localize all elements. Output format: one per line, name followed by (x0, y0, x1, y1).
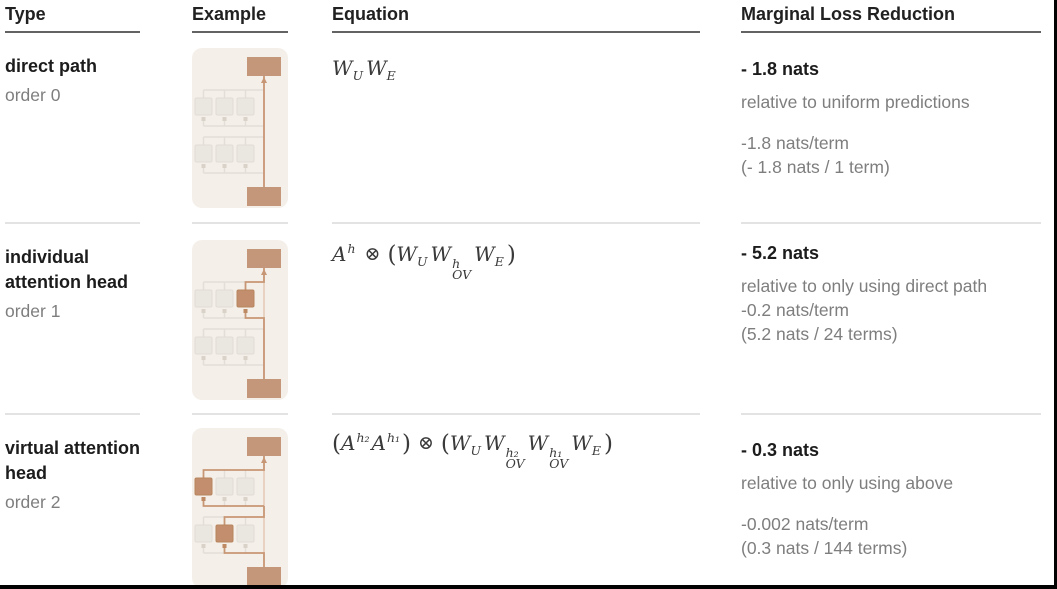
type-order: order 2 (5, 492, 61, 512)
loss-per-term: -0.002 nats/term (741, 514, 869, 534)
loss-relative: relative to only using direct path (741, 276, 988, 296)
loss-per-term: -1.8 nats/term (741, 133, 849, 153)
loss-headline: - 0.3 nats (741, 440, 820, 460)
column-header-equation: Equation (332, 3, 700, 33)
type-order: order 0 (5, 85, 61, 105)
loss-per-term: -0.2 nats/term (741, 300, 849, 320)
individual-attention-head-diagram (192, 240, 288, 400)
row-separator (0, 413, 1054, 415)
type-cell: individual attention head order 1 (5, 224, 140, 323)
loss-relative: relative to only using above (741, 473, 954, 493)
table-row-individual-attention-head: individual attention head order 1 (0, 224, 1054, 413)
direct-path-diagram (192, 48, 288, 208)
loss-detail: (0.3 nats / 144 terms) (741, 538, 908, 558)
type-name: individual attention head (5, 247, 129, 292)
column-header-type: Type (5, 3, 140, 33)
loss-cell: - 5.2 nats relative to only using direct… (741, 224, 1041, 346)
type-cell: direct path order 0 (5, 35, 140, 107)
loss-detail: (- 1.8 nats / 1 term) (741, 157, 890, 177)
row-separator (0, 222, 1054, 224)
loss-cell: - 1.8 nats relative to uniform predictio… (741, 35, 1041, 179)
loss-headline: - 5.2 nats (741, 243, 820, 263)
example-cell (192, 415, 288, 585)
example-cell (192, 35, 288, 208)
type-cell: virtual attention head order 2 (5, 415, 140, 514)
header-row: Type Example Equation Marginal Loss Redu… (0, 0, 1054, 35)
equation-cell: WU WE (332, 35, 700, 83)
loss-cell: - 0.3 nats relative to only using above … (741, 415, 1041, 560)
virtual-attention-head-diagram (192, 428, 288, 585)
column-header-marginal-loss-reduction: Marginal Loss Reduction (741, 3, 1041, 33)
loss-relative: relative to uniform predictions (741, 92, 970, 112)
table-row-direct-path: direct path order 0 (0, 35, 1054, 222)
column-header-example: Example (192, 3, 288, 33)
equation-direct-path: WU WE (332, 56, 396, 83)
table-row-virtual-attention-head: virtual attention head order 2 (0, 415, 1054, 585)
loss-detail: (5.2 nats / 24 terms) (741, 324, 898, 344)
type-order: order 1 (5, 301, 61, 321)
loss-headline: - 1.8 nats (741, 59, 820, 79)
type-name: virtual attention head (5, 438, 141, 483)
type-name: direct path (5, 56, 98, 76)
example-cell (192, 224, 288, 400)
